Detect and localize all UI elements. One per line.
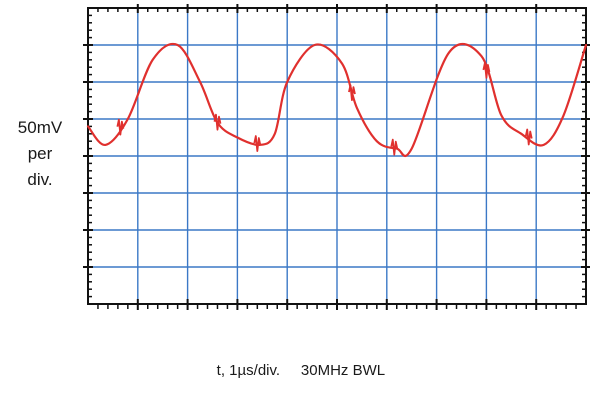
glitch-spike [253,135,262,152]
waveform-trace [86,42,588,158]
glitch-spike [482,62,491,79]
x-axis-label: t, 1µs/div. [216,362,281,379]
glitch-spike [524,128,533,146]
x-axis-caption: t, 1µs/div. 30MHz BWL [200,345,500,396]
plot-area [83,4,590,310]
glitch-spike [348,84,356,101]
glitch-spike [116,118,125,136]
bandwidth-note: 30MHz BWL [300,362,386,379]
y-axis-label-line-1: 50mV [17,118,63,137]
glitch-spike [390,138,399,156]
oscilloscope-plot: 50mV per div. t, 1µs/div. 30MHz BWL [17,4,590,379]
glitch-spike [213,113,222,131]
caption-gap [280,362,301,379]
y-axis-label-line-3: div. [27,170,53,189]
y-axis-label-line-2: per [27,144,53,163]
